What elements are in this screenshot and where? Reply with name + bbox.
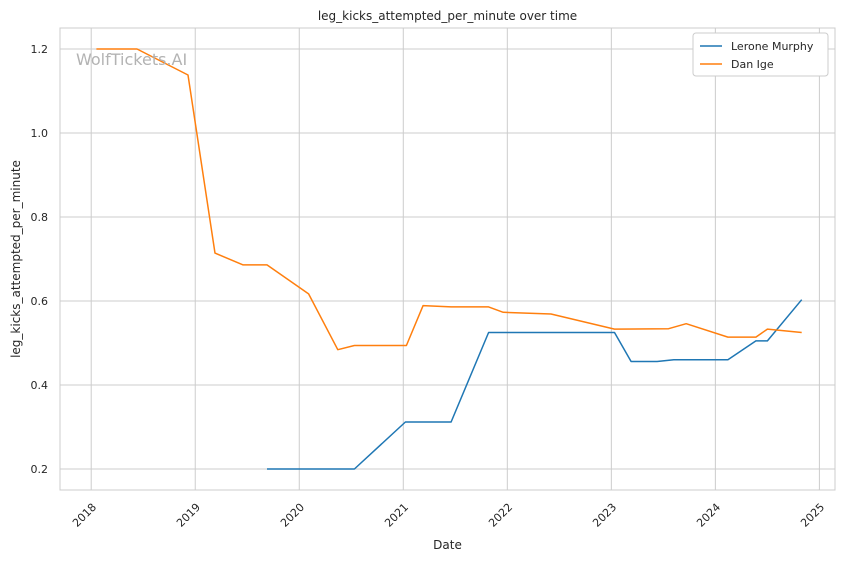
series-line-dan-ige xyxy=(96,48,802,351)
plot-area xyxy=(59,27,836,491)
y-tick-label: 1.0 xyxy=(31,127,49,140)
legend-label-dan-ige: Dan Ige xyxy=(731,58,774,71)
watermark-text: WolfTickets.AI xyxy=(76,50,187,69)
series-line-lerone-murphy xyxy=(267,299,803,470)
x-tick-label: 2022 xyxy=(486,501,515,530)
y-tick-label: 0.2 xyxy=(31,463,49,476)
legend-label-lerone-murphy: Lerone Murphy xyxy=(731,40,814,53)
x-axis-title: Date xyxy=(433,538,462,552)
x-tick-label: 2025 xyxy=(798,501,827,530)
y-tick-label: 0.8 xyxy=(31,211,49,224)
y-axis-title: leg_kicks_attempted_per_minute xyxy=(9,160,23,358)
y-tick-label: 0.6 xyxy=(31,295,49,308)
x-tick-label: 2019 xyxy=(174,501,203,530)
x-tick-label: 2020 xyxy=(278,501,307,530)
chart-title: leg_kicks_attempted_per_minute over time xyxy=(318,9,577,23)
x-tick-label: 2023 xyxy=(590,501,619,530)
legend: Lerone Murphy Dan Ige xyxy=(692,32,829,77)
legend-box xyxy=(692,32,829,77)
series-lines xyxy=(96,48,803,470)
x-tick-label: 2021 xyxy=(382,501,411,530)
x-tick-label: 2018 xyxy=(70,501,99,530)
y-tick-label: 1.2 xyxy=(31,43,49,56)
y-tick-label: 0.4 xyxy=(31,379,49,392)
x-tick-label: 2024 xyxy=(694,501,723,530)
